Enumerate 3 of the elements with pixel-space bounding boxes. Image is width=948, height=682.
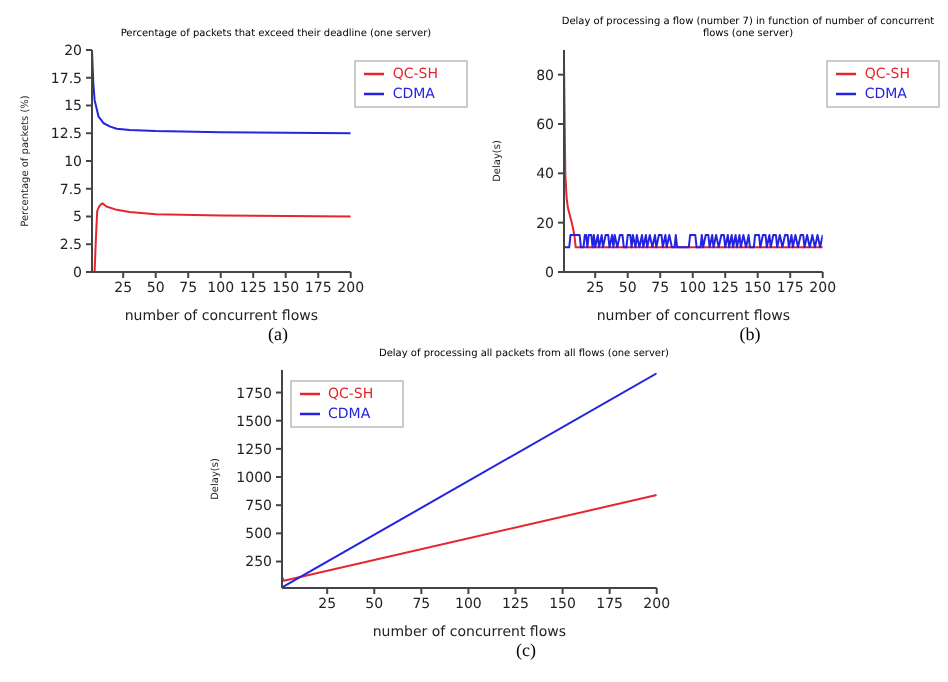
text: (b) <box>737 324 763 346</box>
text: (c) <box>514 640 538 662</box>
text: (a) <box>266 324 290 346</box>
